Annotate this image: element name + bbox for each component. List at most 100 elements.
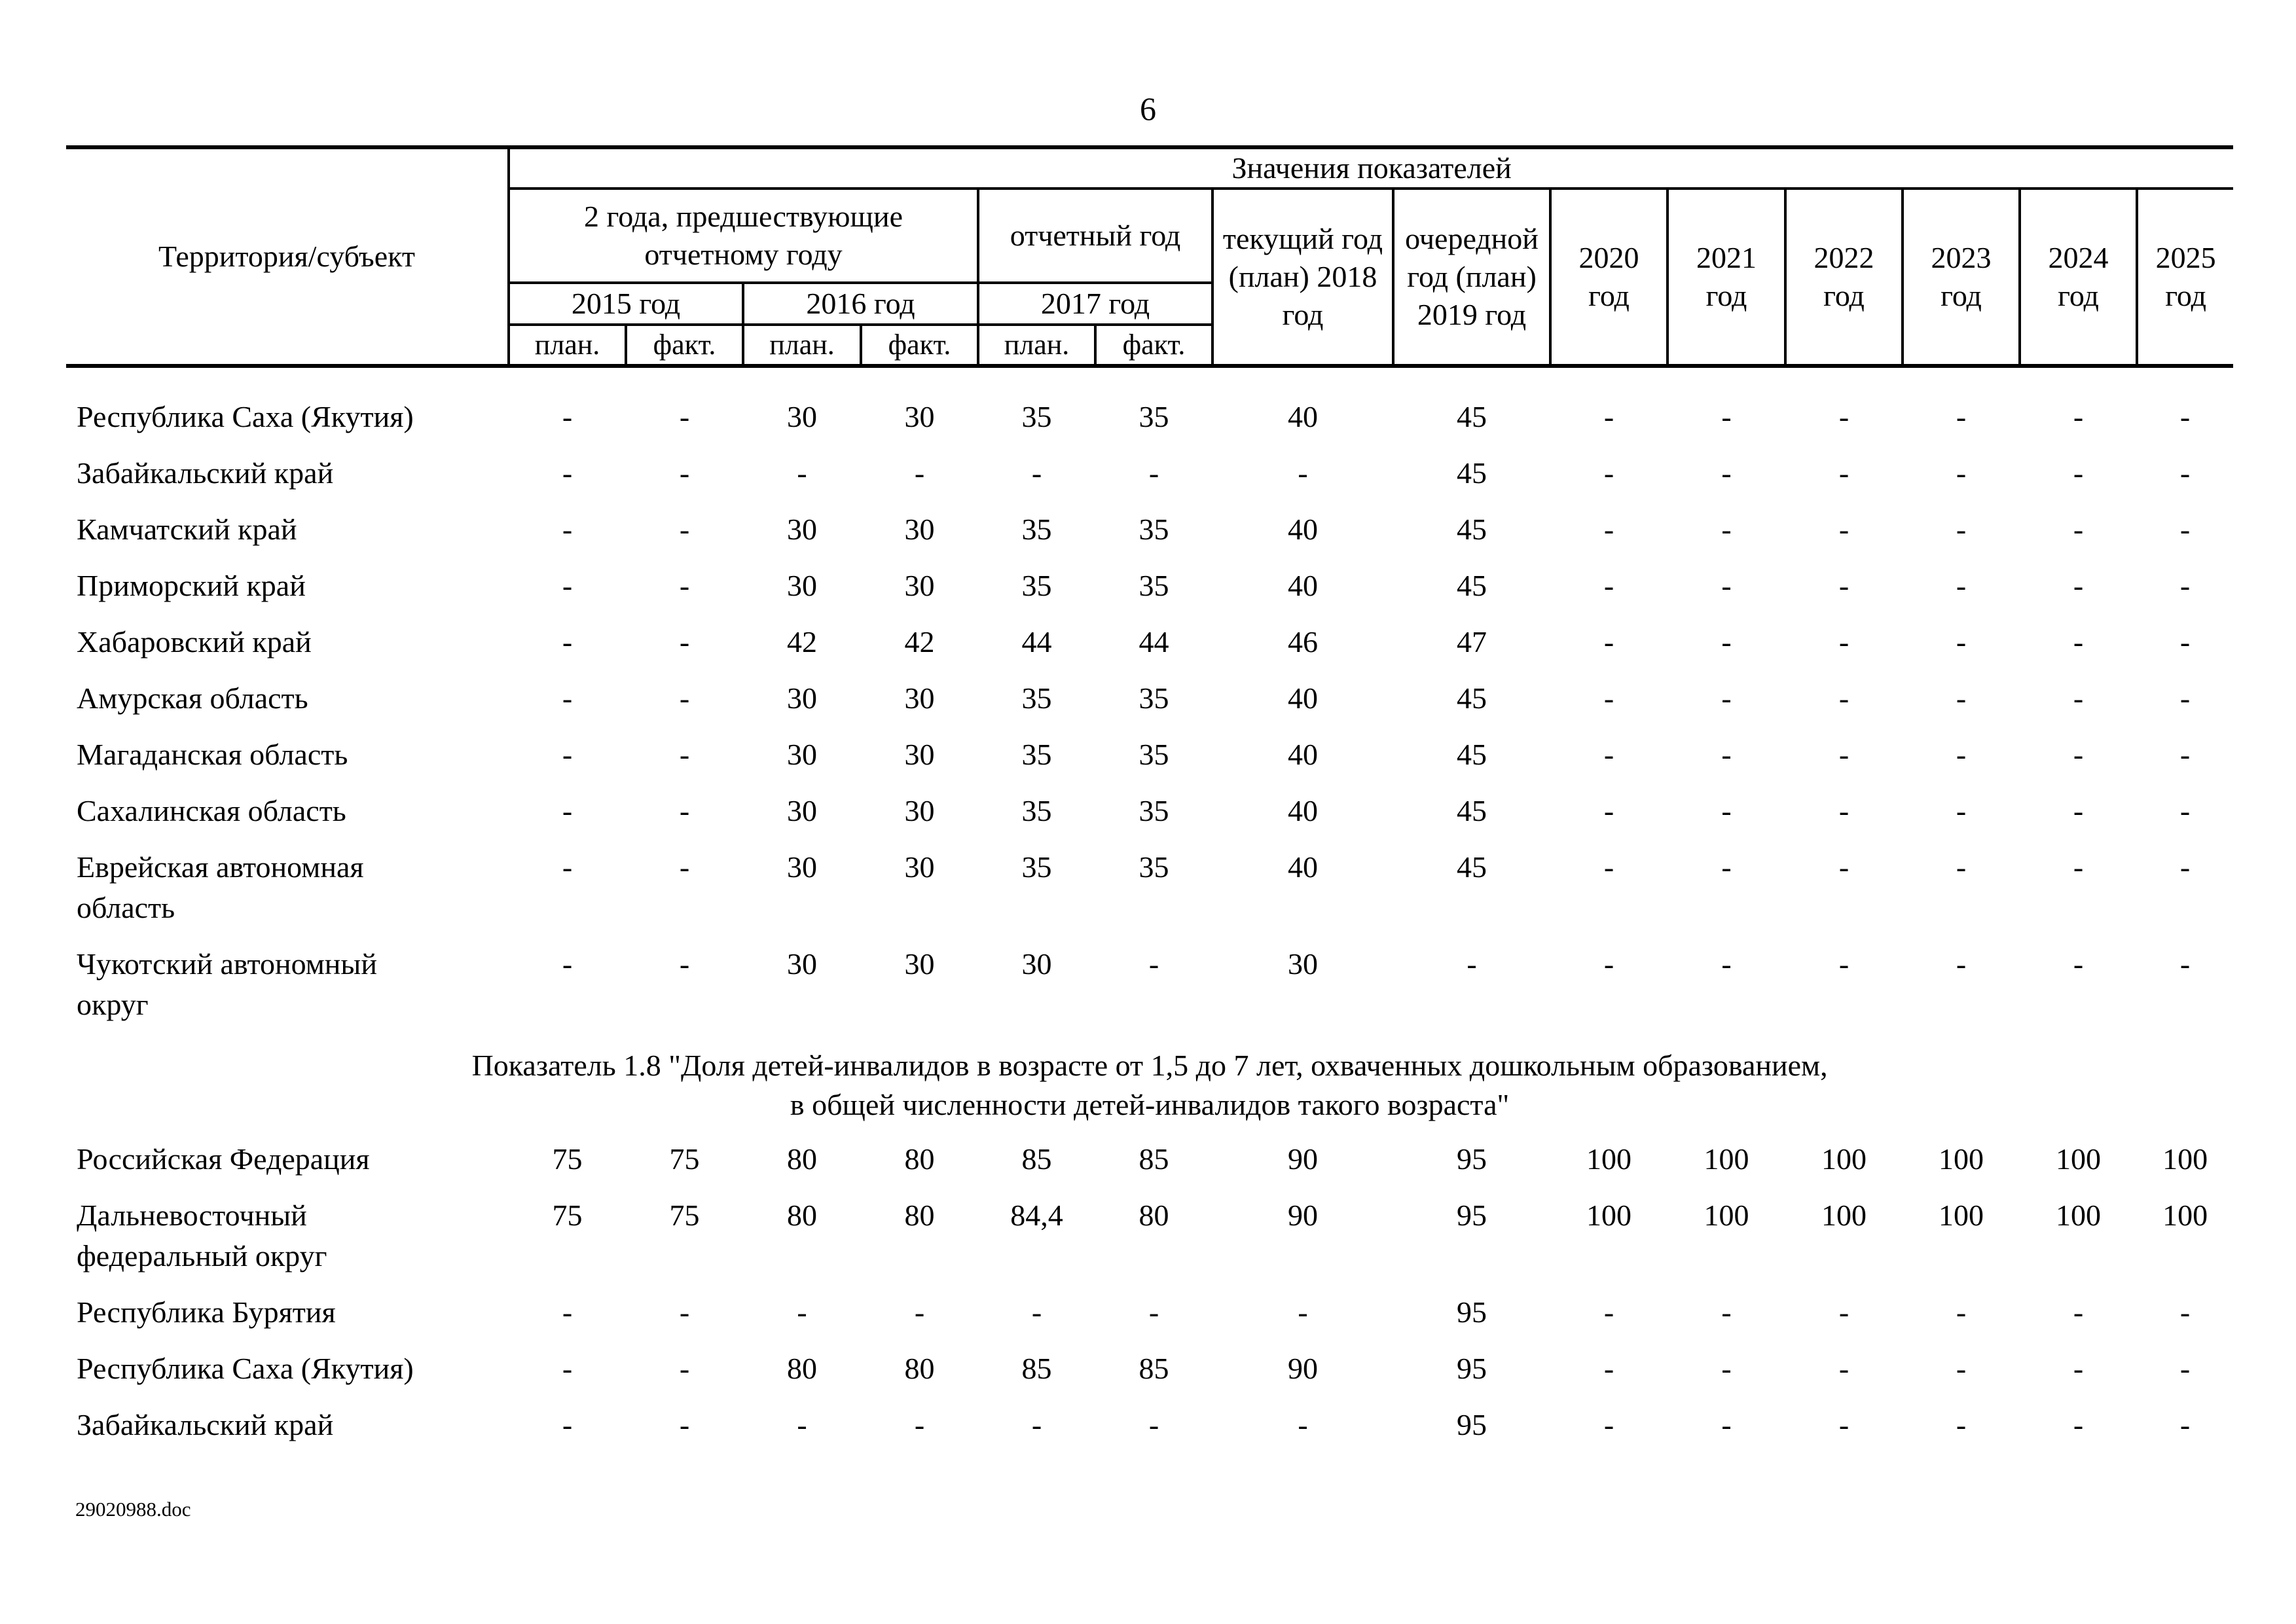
- header-year-2016: 2016 год: [742, 281, 979, 326]
- value-cell: 30: [787, 794, 817, 827]
- value-cell: -: [2179, 1295, 2191, 1329]
- header-year-2023: 2023 год: [1901, 187, 2021, 368]
- value-cell: -: [2073, 625, 2084, 659]
- value-cell: -: [1956, 794, 1967, 827]
- value-cell: 95: [1457, 1142, 1487, 1176]
- header-report-year-group: отчетный год: [977, 187, 1214, 284]
- table-row: Хабаровский край - - 42 42 44 44 46 47 - - - - - -: [66, 614, 2233, 670]
- value-cell: -: [562, 1352, 573, 1385]
- value-cell: 30: [787, 400, 817, 433]
- value-cell: -: [1721, 625, 1732, 659]
- value-cell: -: [1603, 400, 1614, 433]
- value-cell: 30: [904, 794, 935, 827]
- value-cell: 30: [787, 513, 817, 546]
- value-cell: -: [2179, 794, 2191, 827]
- table-row: Чукотский автономный округ - - 30 30 30 - 30 - - - -…: [66, 936, 2233, 1033]
- table-row: Амурская область - - 30 30 35 35 40 45 - - - - - -: [66, 670, 2233, 727]
- value-cell: 35: [1021, 681, 1052, 715]
- table-row: Камчатский край - - 30 30 35 35 40 45 - - - - - -: [66, 501, 2233, 558]
- value-cell: -: [679, 738, 690, 771]
- value-cell: 100: [1821, 1199, 1867, 1232]
- value-cell: -: [1956, 625, 1967, 659]
- territory-name: Российская Федерация: [77, 1142, 370, 1176]
- value-cell: 45: [1457, 681, 1487, 715]
- value-cell: -: [1603, 1408, 1614, 1441]
- value-cell: 100: [1939, 1142, 1984, 1176]
- header-territory: Территория/субъект: [66, 145, 510, 368]
- value-cell: 35: [1021, 569, 1052, 602]
- value-cell: -: [797, 1295, 807, 1329]
- value-cell: 40: [1288, 681, 1318, 715]
- value-cell: -: [1956, 1295, 1967, 1329]
- header-plan-2017: план.: [977, 323, 1097, 368]
- value-cell: 75: [669, 1142, 700, 1176]
- territory-name: Сахалинская область: [77, 794, 346, 827]
- section-row: Показатель 1.8 "Доля детей-инвалидов в в…: [66, 1033, 2233, 1131]
- header-plan-2016: план.: [742, 323, 862, 368]
- value-cell: 85: [1139, 1142, 1169, 1176]
- value-cell: -: [1603, 738, 1614, 771]
- value-cell: -: [1148, 1295, 1159, 1329]
- value-cell: 75: [669, 1199, 700, 1232]
- value-cell: -: [2073, 1352, 2084, 1385]
- value-cell: -: [1956, 681, 1967, 715]
- value-cell: 35: [1021, 794, 1052, 827]
- value-cell: 44: [1021, 625, 1052, 659]
- value-cell: -: [914, 1295, 925, 1329]
- value-cell: -: [1838, 400, 1850, 433]
- value-cell: 35: [1021, 738, 1052, 771]
- value-cell: 45: [1457, 850, 1487, 884]
- value-cell: -: [1956, 400, 1967, 433]
- value-cell: 35: [1021, 850, 1052, 884]
- value-cell: -: [914, 1408, 925, 1441]
- value-cell: 35: [1139, 569, 1169, 602]
- table-row: Приморский край - - 30 30 35 35 40 45 - - - - - -: [66, 558, 2233, 614]
- value-cell: 30: [904, 947, 935, 981]
- indicator-values-table: Территория/субъект Значения показателей …: [66, 145, 2234, 1453]
- document-filename: 29020988.doc: [75, 1498, 191, 1521]
- header-plan-2015: план.: [507, 323, 627, 368]
- value-cell: -: [1838, 569, 1850, 602]
- value-cell: 45: [1457, 513, 1487, 546]
- value-cell: -: [1956, 569, 1967, 602]
- value-cell: -: [679, 681, 690, 715]
- value-cell: 35: [1021, 400, 1052, 433]
- territory-name: Чукотский автономный округ: [77, 947, 377, 1021]
- value-cell: -: [1603, 1295, 1614, 1329]
- value-cell: -: [1721, 456, 1732, 490]
- value-cell: 100: [1704, 1142, 1749, 1176]
- value-cell: -: [562, 1295, 573, 1329]
- value-cell: -: [1721, 947, 1732, 981]
- value-cell: -: [2073, 1295, 2084, 1329]
- value-cell: -: [1838, 1408, 1850, 1441]
- value-cell: -: [679, 1408, 690, 1441]
- value-cell: -: [1031, 1295, 1042, 1329]
- value-cell: -: [1956, 947, 1967, 981]
- value-cell: 100: [1704, 1199, 1749, 1232]
- value-cell: -: [1148, 947, 1159, 981]
- value-cell: 30: [787, 738, 817, 771]
- value-cell: 30: [1288, 947, 1318, 981]
- value-cell: -: [679, 625, 690, 659]
- value-cell: 80: [787, 1142, 817, 1176]
- header-year-2017: 2017 год: [977, 281, 1214, 326]
- value-cell: -: [562, 400, 573, 433]
- value-cell: -: [1148, 456, 1159, 490]
- value-cell: -: [1721, 1408, 1732, 1441]
- value-cell: -: [679, 569, 690, 602]
- value-cell: 35: [1139, 794, 1169, 827]
- page-number: 6: [1140, 90, 1156, 127]
- value-cell: 40: [1288, 400, 1318, 433]
- value-cell: -: [1298, 1295, 1308, 1329]
- header-year-2019: очередной год (план) 2019 год: [1392, 187, 1552, 368]
- value-cell: -: [1467, 947, 1477, 981]
- value-cell: 80: [787, 1352, 817, 1385]
- value-cell: 80: [904, 1199, 935, 1232]
- value-cell: -: [1838, 1352, 1850, 1385]
- value-cell: -: [2073, 1408, 2084, 1441]
- value-cell: -: [1838, 738, 1850, 771]
- value-cell: -: [1838, 456, 1850, 490]
- value-cell: -: [1956, 513, 1967, 546]
- value-cell: 95: [1457, 1352, 1487, 1385]
